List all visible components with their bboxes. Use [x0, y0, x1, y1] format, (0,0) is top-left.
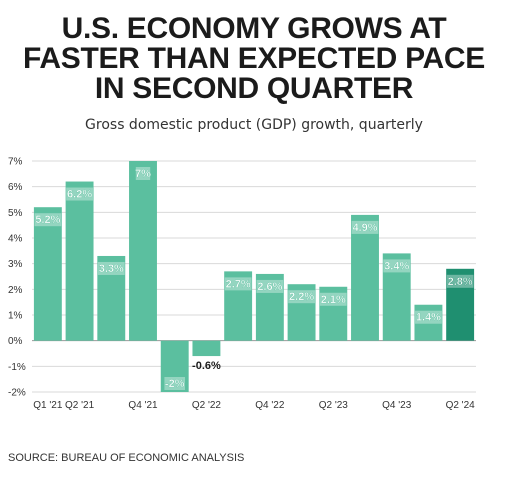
bar [224, 271, 253, 341]
x-tick-label: Q2 '23 [319, 400, 349, 411]
data-label: 2.1% [321, 294, 346, 306]
data-label-bg [288, 290, 315, 304]
x-tick-label: Q1 '21 [33, 400, 63, 411]
y-tick-label: -2% [8, 388, 26, 399]
data-label-bg [135, 167, 151, 180]
data-label-bg [66, 187, 93, 201]
y-tick-label: 0% [8, 336, 23, 347]
y-tick-label: 4% [8, 234, 23, 245]
gdp-bar-chart: 7% 6% 5% 4% 3% 2% 1% 0% -1% -2% 5.2% Q1 '21 6.2% Q2 '… [8, 157, 476, 411]
bar [287, 284, 316, 341]
data-label-bg [383, 259, 411, 273]
data-label-bg [256, 279, 284, 293]
bar [65, 181, 94, 341]
bar [382, 253, 411, 341]
x-tick-label: Q2 '22 [192, 400, 222, 411]
data-label-bg [446, 274, 474, 288]
y-tick-label: 3% [8, 259, 23, 270]
y-tick-label: 2% [8, 285, 23, 296]
bar [446, 268, 475, 341]
bar [129, 161, 157, 341]
source-note: SOURCE: BUREAU OF ECONOMIC ANALYSIS [8, 452, 245, 464]
data-label: 2.6% [257, 281, 282, 293]
y-tick-label: 1% [8, 311, 23, 322]
data-label: 7% [135, 168, 151, 180]
title-line-1: U.S. ECONOMY GROWS AT [61, 12, 447, 45]
data-label-bg [224, 277, 252, 291]
bar [192, 340, 221, 357]
chart-title: U.S. ECONOMY GROWS AT FASTER THAN EXPECT… [0, 14, 508, 104]
data-label: -0.6% [192, 360, 221, 372]
y-tick-label: -1% [8, 362, 26, 373]
x-tick-label: Q4 '23 [382, 400, 412, 411]
data-label-bg [34, 213, 62, 227]
data-label-bg [97, 261, 125, 275]
data-label-bg [319, 292, 347, 306]
data-label: 2.8% [448, 276, 473, 288]
title-line-3: IN SECOND QUARTER [94, 72, 414, 105]
data-label: 6.2% [67, 189, 92, 201]
data-label: 2.2% [289, 291, 314, 303]
y-tick-label: 7% [8, 157, 23, 168]
bar [319, 286, 348, 341]
data-label: 3.3% [99, 263, 124, 275]
title-line-2: FASTER THAN EXPECTED PACE [23, 42, 485, 75]
data-label-bg [351, 220, 379, 234]
data-label-bg [415, 310, 442, 324]
x-tick-label: Q2 '21 [65, 400, 95, 411]
data-label: 1.4% [416, 312, 441, 324]
data-label: -2% [165, 378, 185, 390]
bar [414, 304, 443, 341]
data-label: 3.4% [384, 260, 409, 272]
y-tick-label: 6% [8, 182, 23, 193]
x-tick-label: Q2 '24 [446, 400, 476, 411]
data-label: 2.7% [226, 278, 251, 290]
x-tick-label: Q4 '22 [255, 400, 285, 411]
data-label-bg [164, 377, 186, 390]
data-label: 4.9% [352, 222, 377, 234]
bar [351, 214, 379, 341]
y-tick-label: 5% [8, 208, 23, 219]
x-tick-label: Q4 '21 [128, 400, 158, 411]
data-label: 5.2% [35, 214, 60, 226]
bar [160, 340, 189, 392]
bar [255, 273, 284, 341]
bar [33, 207, 62, 341]
chart-subtitle: Gross domestic product (GDP) growth, qua… [85, 117, 423, 133]
bar [97, 255, 126, 341]
